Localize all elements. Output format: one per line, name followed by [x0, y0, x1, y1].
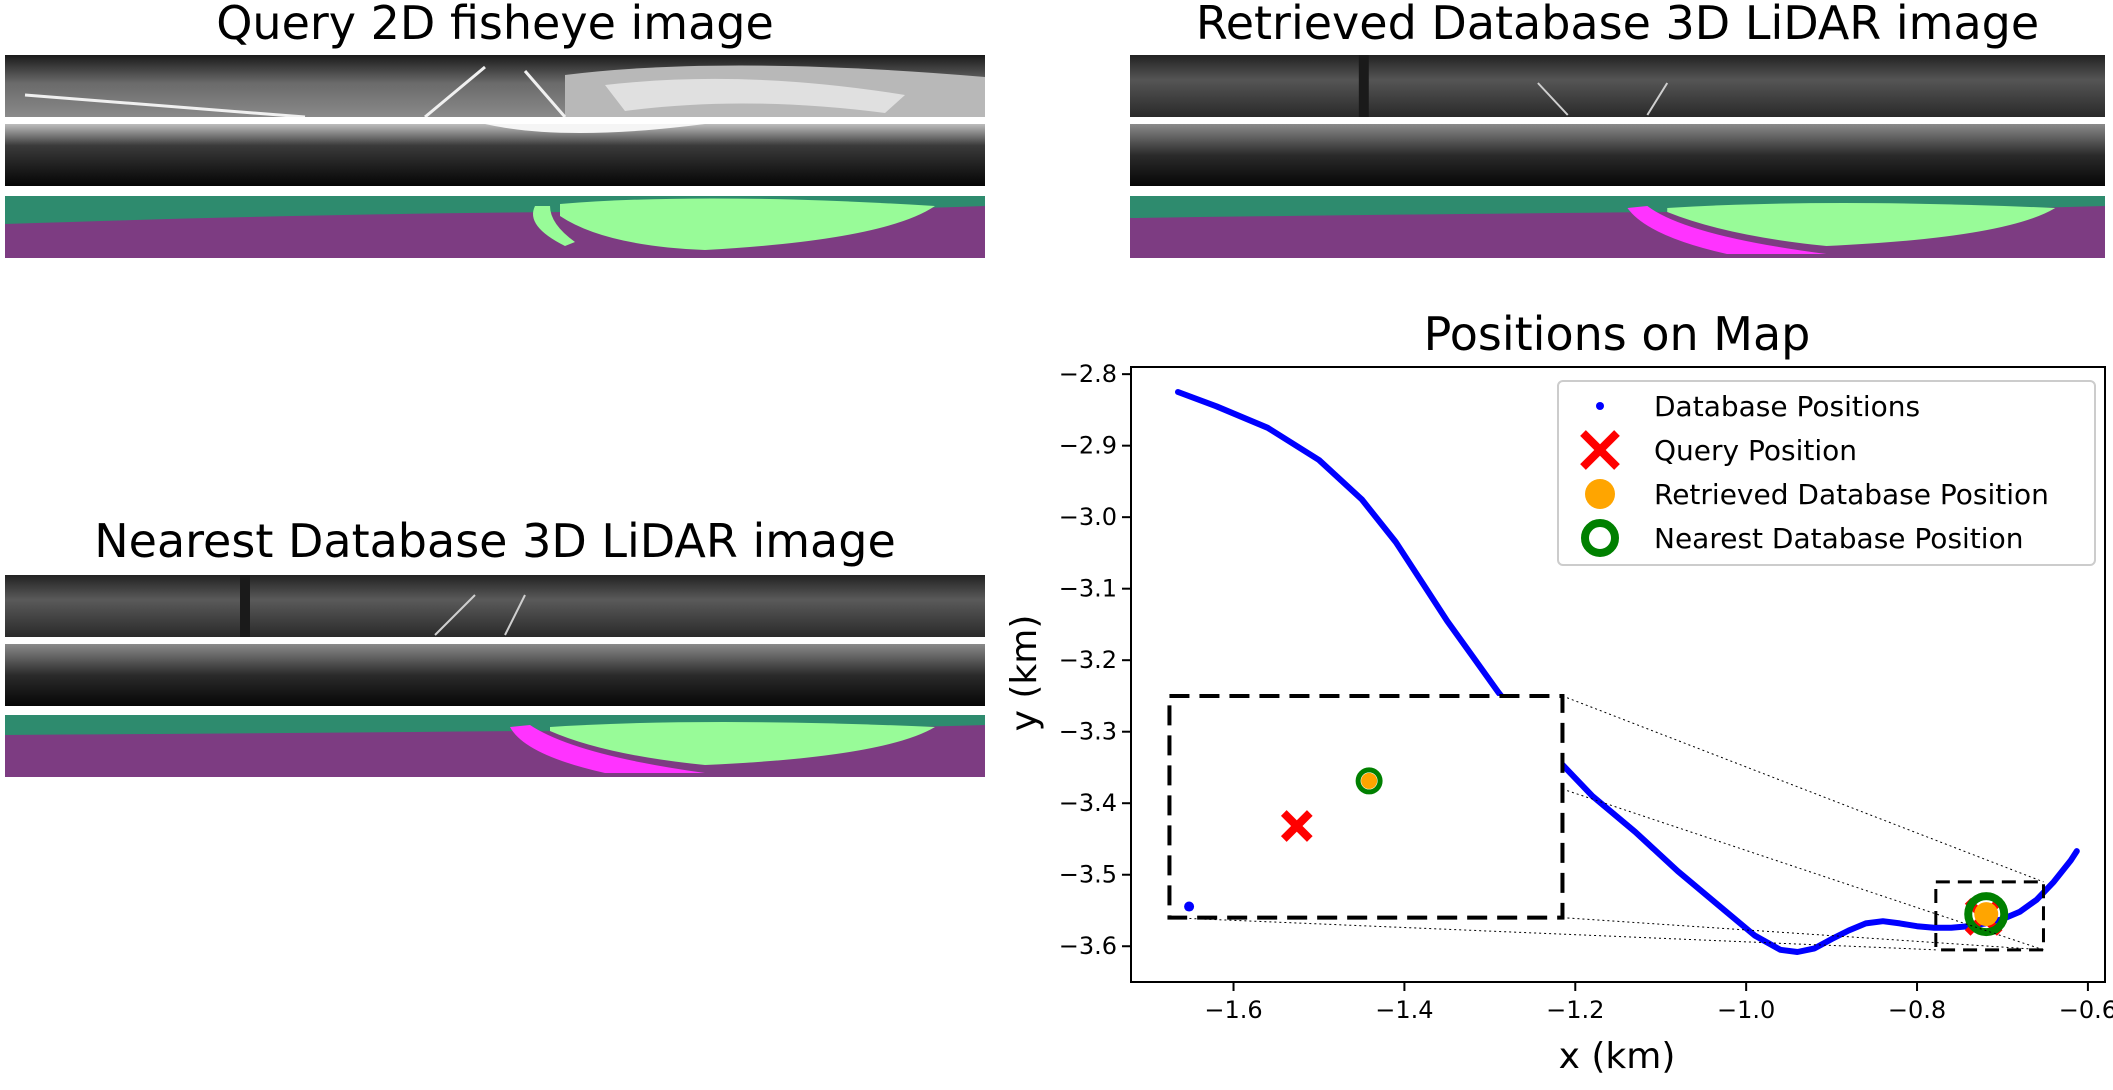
x-tick-label: −1.6	[1204, 996, 1262, 1024]
inset-query-marker	[1280, 810, 1313, 842]
nearest-position-marker	[1964, 892, 2009, 937]
y-tick-label: −3.4	[1059, 789, 1117, 817]
nearest-lidar-intensity-image	[5, 575, 985, 637]
y-tick-label: −3.2	[1059, 646, 1117, 674]
nearest-lidar-segmentation-image	[5, 715, 985, 777]
zoom-inset-box	[1167, 693, 1565, 920]
y-axis-label: y (km)	[1004, 615, 1045, 732]
y-tick-label: −3.6	[1059, 932, 1117, 960]
query-depth-image	[5, 124, 985, 186]
inset-database-dot	[1184, 901, 1195, 912]
retrieved-position-marker	[1974, 902, 1999, 927]
x-tick-label: −0.8	[1888, 996, 1946, 1024]
chart-title: Positions on Map	[1424, 307, 1811, 361]
retrieved-image-title: Retrieved Database 3D LiDAR image	[1195, 0, 2040, 50]
retrieved-lidar-range-image	[1130, 124, 2105, 186]
legend-frame	[1557, 380, 2096, 566]
query-image-title: Query 2D fisheye image	[216, 0, 774, 50]
legend-label: Nearest Database Position	[1654, 522, 2023, 555]
x-tick-label: −1.0	[1717, 996, 1775, 1024]
x-tick-label: −1.2	[1546, 996, 1604, 1024]
legend-label: Database Positions	[1654, 390, 1920, 423]
query-segmentation-image	[5, 196, 985, 258]
inset-retrieved-marker	[1361, 772, 1378, 789]
legend-label: Retrieved Database Position	[1654, 478, 2049, 511]
y-tick-label: −3.3	[1059, 718, 1117, 746]
y-tick-label: −2.9	[1059, 432, 1117, 460]
legend-query-marker	[1580, 430, 1620, 470]
inset-connector-line	[1562, 917, 2044, 951]
chart-legend: Database Positions Query Position Retrieve…	[1557, 380, 2096, 566]
inset-connector-line	[1562, 695, 2044, 883]
y-tick-label: −2.8	[1059, 360, 1117, 388]
legend-database-marker	[1596, 402, 1604, 410]
x-tick-label: −0.6	[2059, 996, 2113, 1024]
nearest-lidar-range-image	[5, 644, 985, 706]
retrieved-lidar-intensity-image	[1130, 55, 2105, 117]
retrieved-lidar-segmentation-image	[1130, 196, 2105, 258]
query-fisheye-grayscale-image	[5, 55, 985, 117]
inset-nearest-marker	[1355, 767, 1383, 795]
nearest-image-title: Nearest Database 3D LiDAR image	[94, 514, 896, 568]
x-tick-label: −1.4	[1375, 996, 1433, 1024]
x-axis-label: x (km)	[1559, 1036, 1676, 1077]
legend-retrieved-marker	[1585, 479, 1615, 509]
y-tick-label: −3.1	[1059, 575, 1117, 603]
y-tick-label: −3.0	[1059, 503, 1117, 531]
y-tick-label: −3.5	[1059, 861, 1117, 889]
legend-nearest-marker	[1581, 519, 1619, 557]
legend-label: Query Position	[1654, 434, 1857, 467]
zoom-source-box	[1934, 880, 2045, 952]
